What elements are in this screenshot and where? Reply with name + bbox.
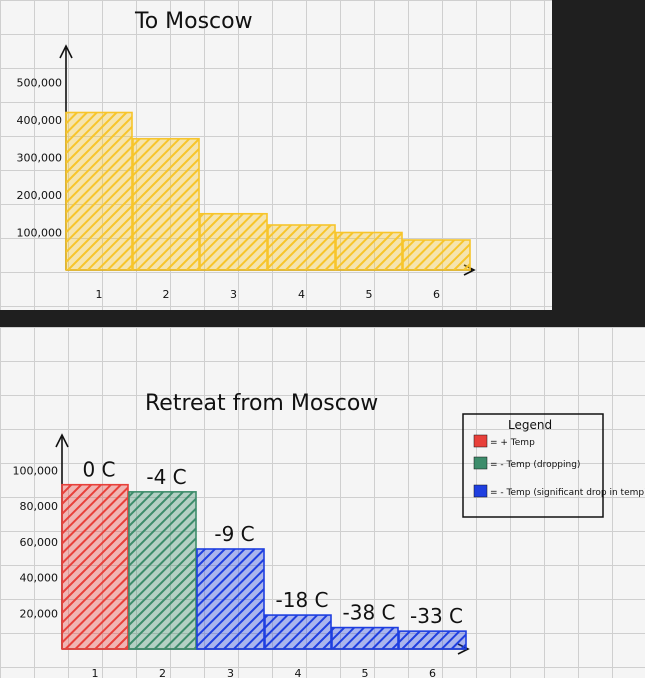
x-tick-label: 4 [295, 667, 302, 678]
legend-item-label: = + Temp [490, 438, 535, 448]
temperature-label: -4 C [146, 465, 186, 489]
y-tick-label: 20,000 [20, 607, 59, 620]
x-tick-label: 6 [433, 288, 440, 301]
chart-panel-retreat: Retreat from Moscow 100,000 80,000 60,000 4… [0, 327, 645, 678]
legend-swatch [473, 484, 488, 498]
chart-title: Retreat from Moscow [145, 391, 378, 416]
y-tick-label: 500,000 [17, 77, 63, 90]
y-tick-label: 100,000 [17, 227, 63, 240]
bar-3 [196, 548, 265, 650]
bar-3 [199, 212, 268, 271]
temperature-label: -33 C [410, 604, 463, 628]
bar-6 [398, 630, 467, 650]
x-tick-label: 6 [429, 667, 436, 678]
bar-5 [331, 626, 399, 650]
chart-panel-to-moscow: To Moscow 500,000 400,000 300,000 200,000 10… [0, 0, 552, 310]
y-tick-label: 200,000 [17, 189, 63, 202]
legend-swatch [473, 434, 488, 448]
legend-box [462, 413, 604, 518]
temperature-label: -9 C [214, 522, 254, 546]
retreat-chart: Retreat from Moscow 100,000 80,000 60,000 4… [13, 391, 645, 678]
x-tick-label: 2 [163, 288, 170, 301]
bar-4 [264, 614, 332, 650]
y-tick-label: 300,000 [17, 152, 63, 165]
chart-title: To Moscow [134, 9, 253, 34]
y-axis-arrow [55, 433, 69, 448]
legend-item-label: = - Temp (dropping) [490, 460, 580, 470]
y-tick-label: 100,000 [13, 464, 59, 477]
y-tick-label: 60,000 [20, 536, 59, 549]
y-axis-arrow [59, 44, 73, 59]
x-tick-label: 5 [366, 288, 373, 301]
to-moscow-chart: To Moscow 500,000 400,000 300,000 200,000 10… [17, 9, 476, 301]
x-tick-label: 3 [227, 667, 234, 678]
temperature-label: 0 C [82, 458, 115, 482]
x-tick-label: 3 [230, 288, 237, 301]
bar-4 [267, 224, 336, 271]
x-tick-label: 5 [362, 667, 369, 678]
x-tick-label: 4 [298, 288, 305, 301]
legend: Legend = + Temp = - Temp (dropping) = - Te… [462, 413, 645, 518]
y-tick-label: 40,000 [20, 572, 59, 585]
temperature-label: -18 C [276, 588, 329, 612]
legend-swatch [473, 456, 488, 470]
x-tick-label: 1 [92, 667, 99, 678]
temperature-label: -38 C [343, 601, 396, 625]
x-tick-label: 1 [96, 288, 103, 301]
bar-2 [128, 491, 197, 650]
bar-1 [65, 111, 133, 271]
bar-1 [61, 483, 129, 650]
y-tick-label: 80,000 [20, 500, 59, 513]
x-tick-label: 2 [159, 667, 166, 678]
bar-6 [402, 239, 471, 271]
y-tick-label: 400,000 [17, 114, 63, 127]
bar-5 [335, 231, 403, 271]
legend-title: Legend [508, 418, 552, 432]
bar-2 [132, 137, 200, 271]
legend-item-label: = - Temp (significant drop in temp) [490, 488, 645, 498]
